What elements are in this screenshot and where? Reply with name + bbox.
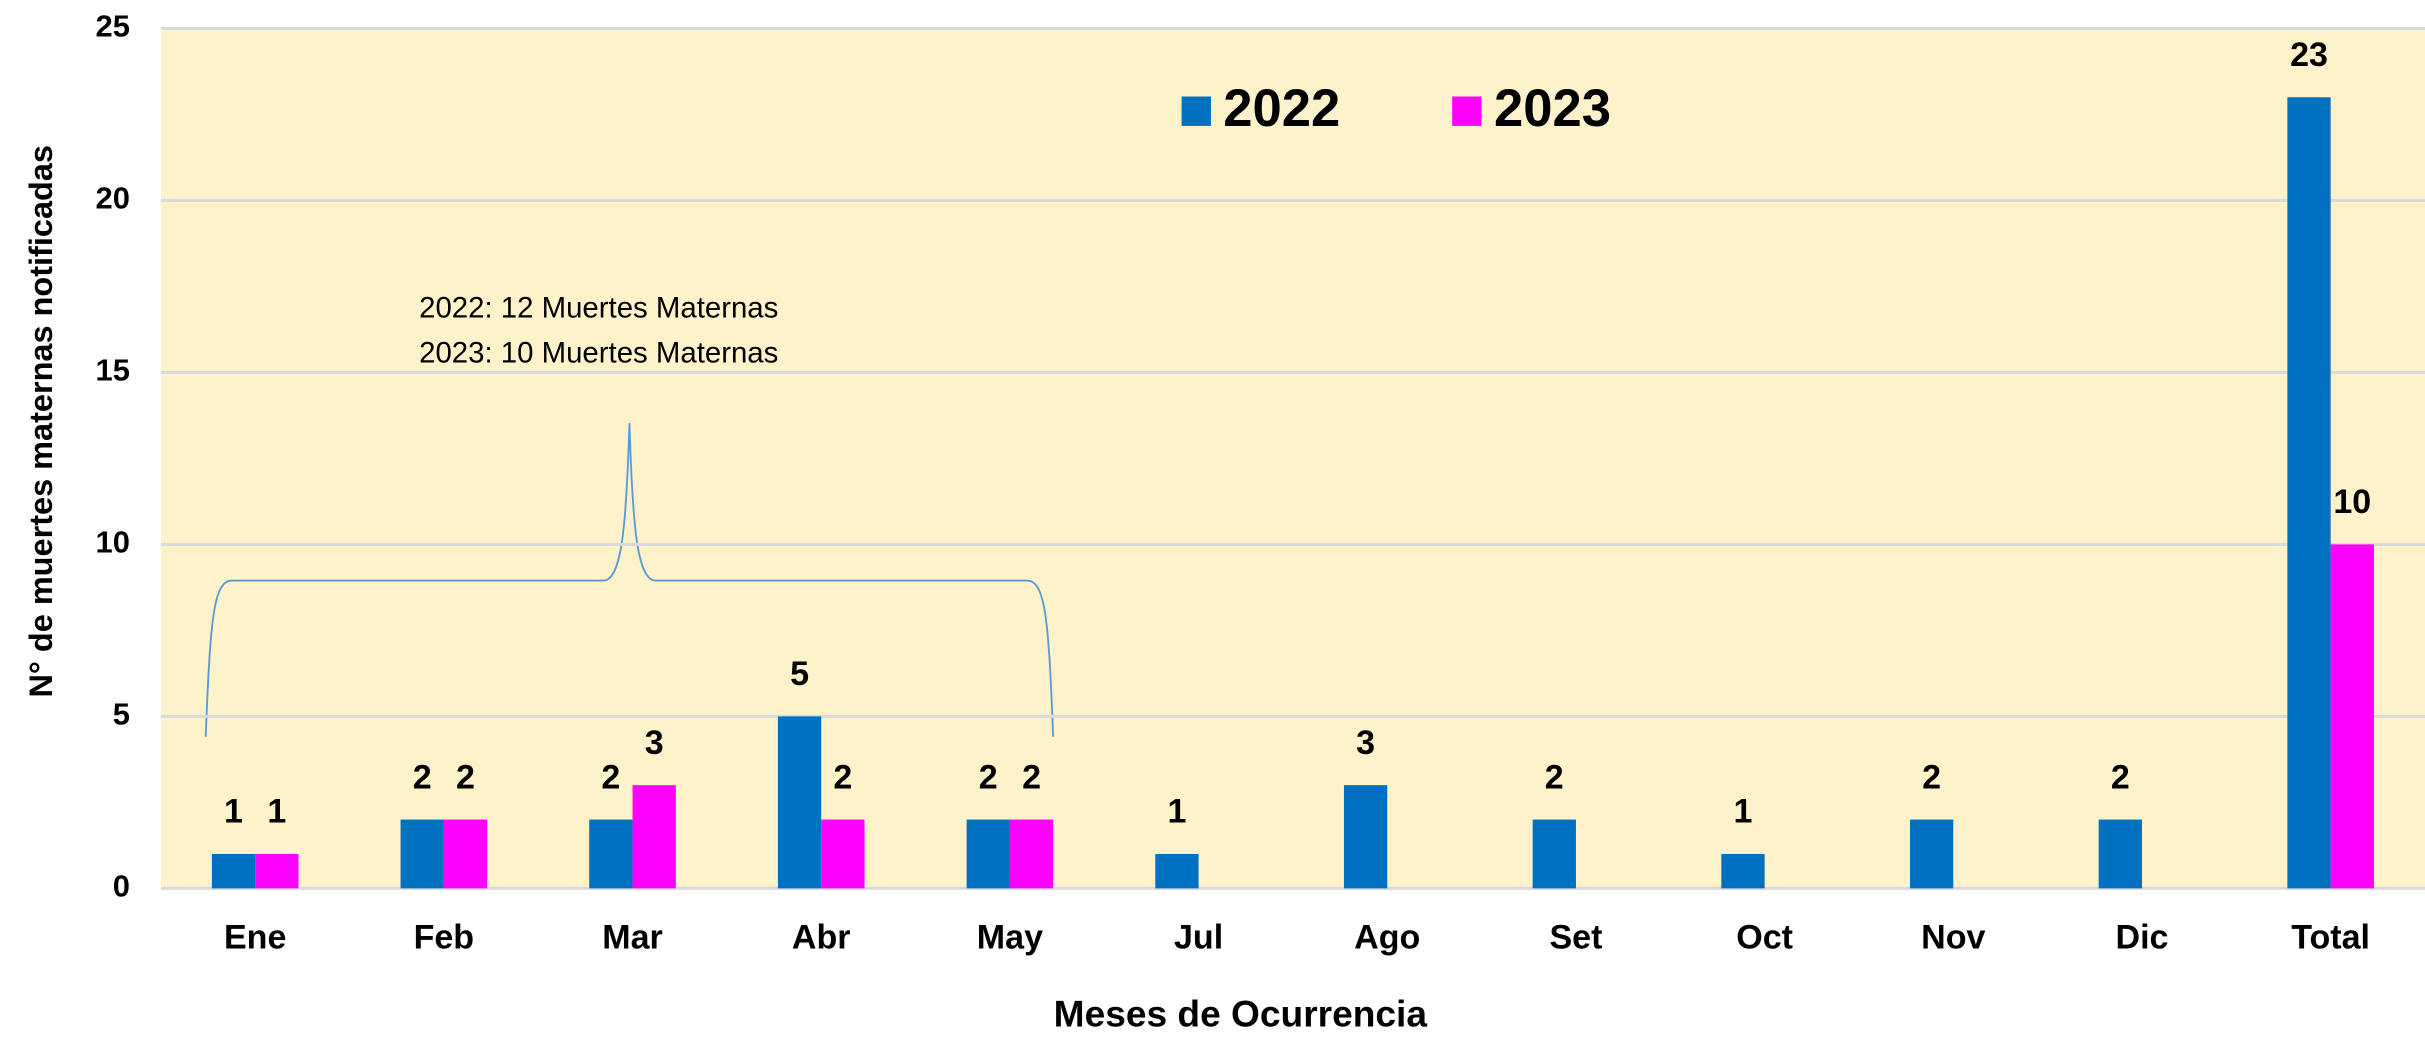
data-label: 1 xyxy=(224,793,243,831)
x-tick-label: Set xyxy=(1549,918,1602,956)
bar xyxy=(400,819,444,889)
x-tick-label: Ago xyxy=(1354,918,1420,956)
data-label: 5 xyxy=(790,655,809,693)
x-tick-label: Feb xyxy=(414,918,474,956)
x-tick-label: Nov xyxy=(1921,918,1985,956)
bar xyxy=(589,819,633,889)
data-label: 1 xyxy=(267,793,286,831)
legend-label: 2023 xyxy=(1494,79,1611,138)
plot-area xyxy=(160,28,2425,889)
x-tick-label: Mar xyxy=(602,918,663,956)
brace xyxy=(204,422,1055,737)
bar xyxy=(2098,819,2142,889)
legend-swatch xyxy=(1452,96,1482,126)
data-label: 3 xyxy=(645,724,664,762)
x-tick-label: Oct xyxy=(1736,918,1793,956)
data-label: 3 xyxy=(1356,724,1375,762)
legend-label: 2022 xyxy=(1223,79,1340,138)
y-tick-label: 5 xyxy=(113,697,130,732)
y-tick-label: 15 xyxy=(96,353,130,388)
bar xyxy=(2287,97,2331,889)
bar xyxy=(443,819,488,889)
bar xyxy=(1721,853,1765,889)
data-label: 10 xyxy=(2333,483,2371,521)
x-tick-label: Total xyxy=(2291,918,2370,956)
bar xyxy=(1155,853,1199,889)
y-tick-label: 0 xyxy=(113,869,130,904)
y-axis-label: N° de muertes maternas notificadas xyxy=(23,145,59,698)
data-label: 2 xyxy=(1922,758,1941,796)
bar xyxy=(1532,819,1576,889)
bar xyxy=(966,819,1010,889)
data-label: 2 xyxy=(979,758,998,796)
bar xyxy=(1909,819,1954,889)
y-tick-label: 25 xyxy=(96,9,130,44)
data-label: 1 xyxy=(1734,793,1753,831)
bar xyxy=(1343,785,1388,889)
data-label: 2 xyxy=(1022,758,1041,796)
x-tick-label: Jul xyxy=(1174,918,1223,956)
legend-swatch xyxy=(1181,96,1211,126)
x-tick-label: Ene xyxy=(224,918,286,956)
legend: 2022 2023 xyxy=(1181,79,1611,138)
bar xyxy=(2330,544,2374,889)
x-tick-label: Abr xyxy=(792,918,851,956)
data-label: 1 xyxy=(1167,793,1186,831)
data-label: 2 xyxy=(833,758,852,796)
bar xyxy=(1009,819,1054,889)
data-label: 2 xyxy=(2111,758,2130,796)
y-tick-label: 10 xyxy=(96,525,130,560)
x-tick-label: Dic xyxy=(2116,918,2169,956)
bar xyxy=(777,716,822,889)
bar xyxy=(255,853,299,889)
x-axis-label: Meses de Ocurrencia xyxy=(1054,993,1428,1035)
y-tick-label: 20 xyxy=(96,181,130,216)
bar xyxy=(821,819,865,889)
data-label: 2 xyxy=(413,758,432,796)
data-label: 2 xyxy=(1545,758,1564,796)
data-label: 2 xyxy=(456,758,475,796)
annotation: 2022: 12 Muertes Maternas xyxy=(419,292,778,325)
bar xyxy=(211,853,256,889)
data-label: 23 xyxy=(2290,36,2328,74)
data-label: 2 xyxy=(601,758,620,796)
bar xyxy=(632,785,676,889)
x-tick-label: May xyxy=(977,918,1043,956)
annotation: 2023: 10 Muertes Maternas xyxy=(419,337,778,370)
